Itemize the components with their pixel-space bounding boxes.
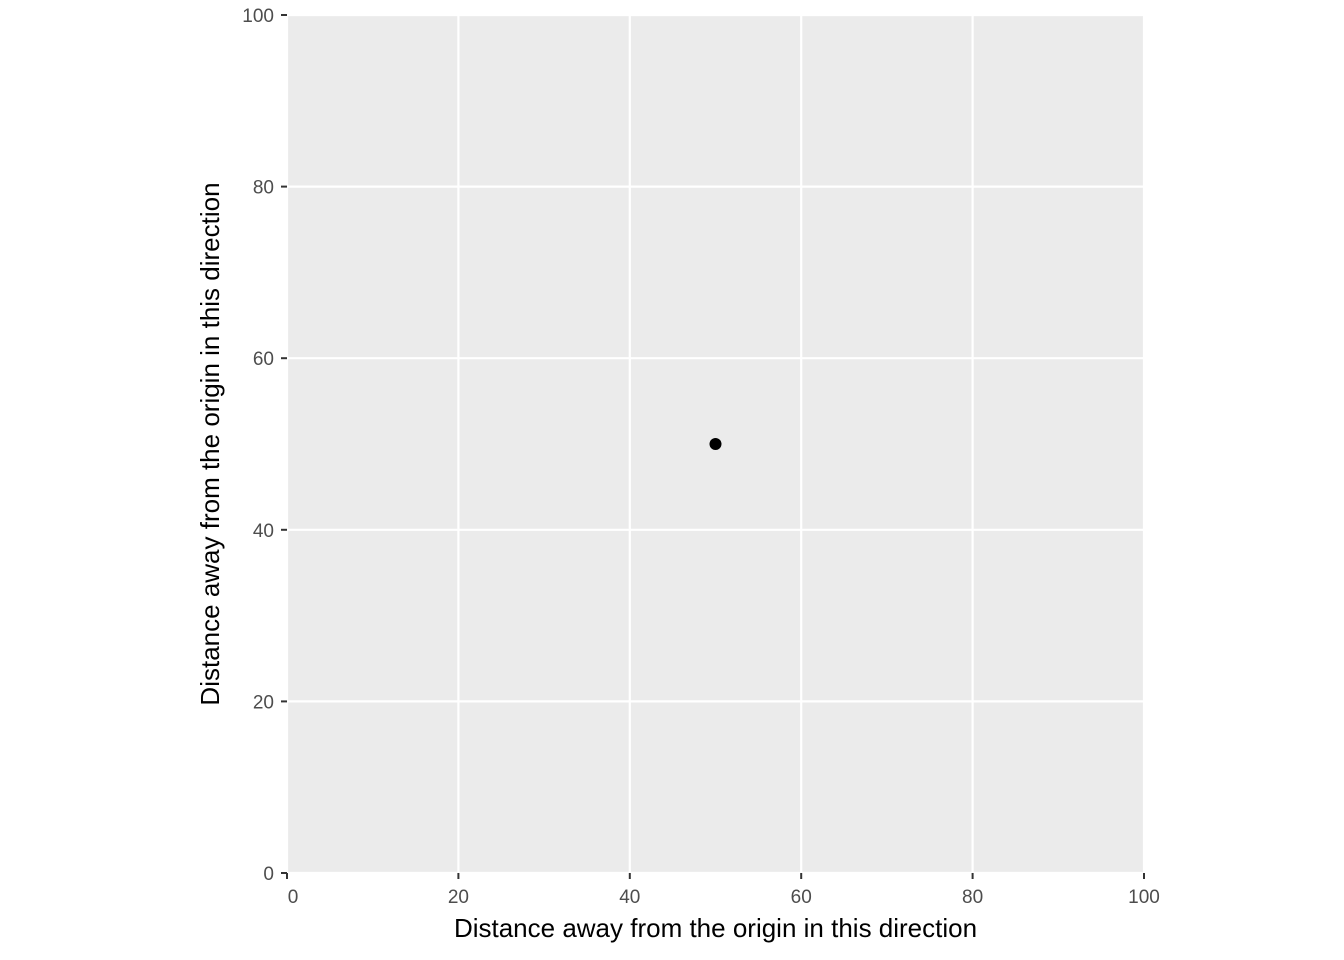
x-tick-label-4: 80: [962, 887, 983, 908]
x-tick-label-3: 60: [791, 887, 812, 908]
y-tick-label-5: 100: [242, 6, 274, 27]
data-point-0-0: [709, 438, 722, 450]
y-tick-label-0: 0: [263, 864, 274, 885]
y-tick-label-2: 40: [253, 521, 274, 542]
x-axis: 0 20 40 60 80 100: [286, 873, 1160, 908]
x-tick-label-0: 0: [288, 887, 299, 908]
y-tick-label-4: 80: [253, 178, 274, 199]
y-axis-title: Distance away from the origin in this di…: [195, 182, 225, 705]
y-tick-label-1: 20: [253, 692, 274, 713]
y-tick-label-3: 60: [253, 349, 274, 370]
x-tick-label-1: 20: [448, 887, 469, 908]
gridlines: [285, 13, 1146, 875]
data-points: [709, 438, 722, 450]
y-axis: 0 20 40 60 80 100: [242, 6, 287, 885]
x-tick-label-5: 100: [1128, 887, 1160, 908]
x-tick-label-2: 40: [619, 887, 640, 908]
x-axis-title: Distance away from the origin in this di…: [454, 913, 977, 943]
